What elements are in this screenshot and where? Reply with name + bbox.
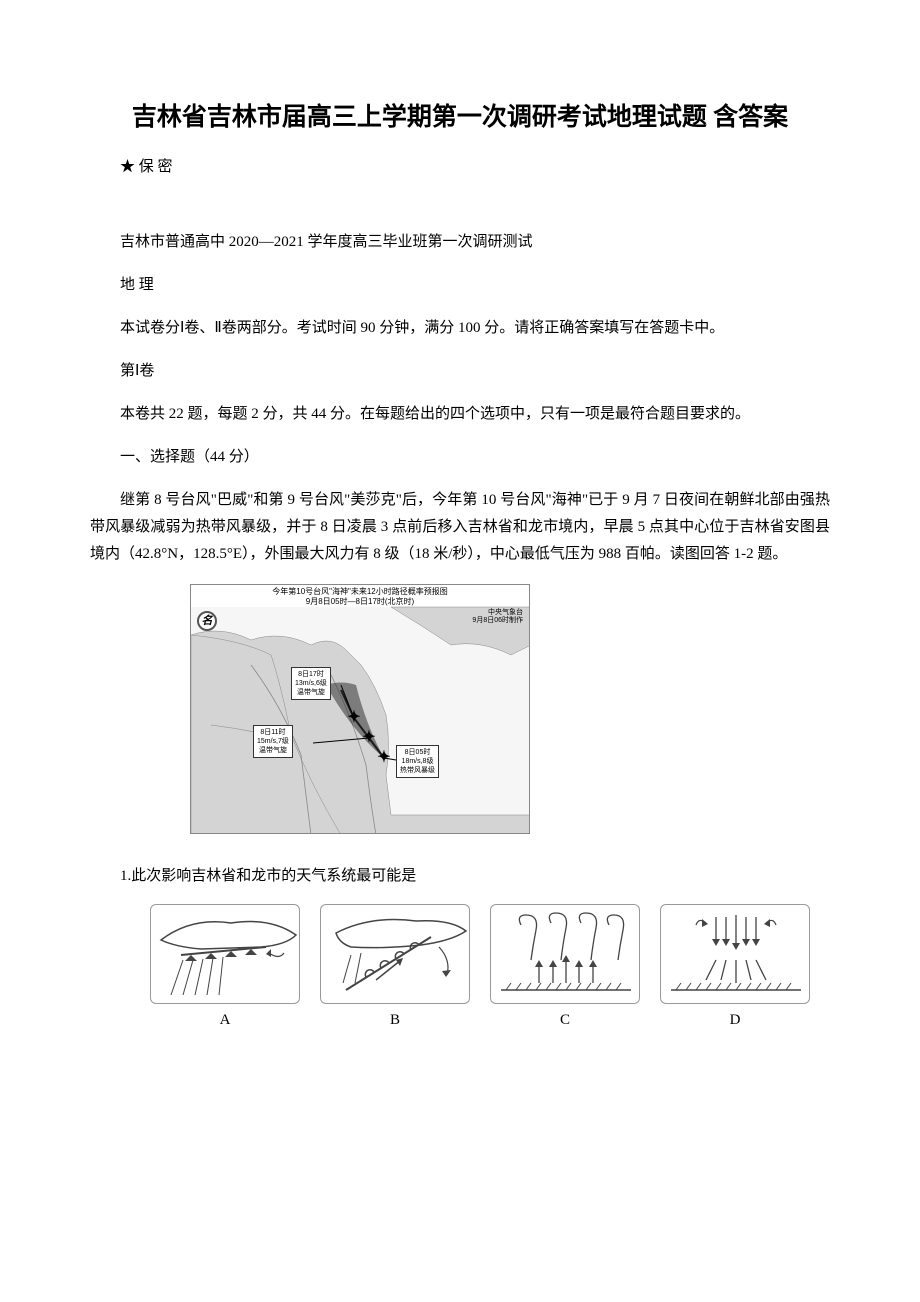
question-1-text: 1.此次影响吉林省和龙市的天气系统最可能是 — [90, 864, 830, 888]
weather-diagram-b — [320, 904, 470, 1004]
callout-line: 8日05时 — [400, 748, 435, 757]
option-label-b: B — [320, 1008, 470, 1032]
callout-line: 13m/s,6级 — [295, 679, 327, 688]
map-logo-icon: 名 — [197, 611, 217, 631]
callout-line: 温带气旋 — [257, 746, 289, 755]
weather-diagram-a — [150, 904, 300, 1004]
option-a: A — [150, 904, 300, 1032]
typhoon-icon: ✦ — [361, 730, 377, 746]
callout-line: 18m/s,8级 — [400, 757, 435, 766]
passage1-text: 继第 8 号台风"巴威"和第 9 号台风"美莎克"后，今年第 10 号台风"海神… — [90, 487, 830, 568]
secret-mark: ★ 保 密 — [90, 155, 830, 179]
document-title: 吉林省吉林市届高三上学期第一次调研考试地理试题 含答案 — [90, 100, 830, 135]
option-d: D — [660, 904, 810, 1032]
typhoon-icon: ✦ — [376, 750, 392, 766]
typhoon-map: 今年第10号台风"海神"未来12小时路径概率预报图 9月8日05时—8日17时(… — [190, 584, 530, 834]
anticyclone-icon — [661, 905, 810, 1004]
callout-05h: 8日05时 18m/s,8级 热带风暴级 — [396, 745, 439, 778]
typhoon-map-container: 今年第10号台风"海神"未来12小时路径概率预报图 9月8日05时—8日17时(… — [190, 584, 530, 834]
question-1-options: A B — [150, 904, 830, 1032]
weather-diagram-d — [660, 904, 810, 1004]
callout-line: 15m/s,7级 — [257, 737, 289, 746]
option-c: C — [490, 904, 640, 1032]
cold-front-icon — [151, 905, 300, 1004]
option-b: B — [320, 904, 470, 1032]
section1-label: 一、选择题（44 分） — [90, 444, 830, 471]
callout-line: 热带风暴级 — [400, 766, 435, 775]
weather-diagram-c — [490, 904, 640, 1004]
subject-line: 地 理 — [90, 272, 830, 299]
option-label-d: D — [660, 1008, 810, 1032]
callout-17h: 8日17时 13m/s,6级 温带气旋 — [291, 667, 331, 700]
warm-front-icon — [321, 905, 470, 1004]
map-meta-time: 9月8日06时制作 — [472, 617, 523, 625]
option-label-c: C — [490, 1008, 640, 1032]
callout-line: 8日11时 — [257, 728, 289, 737]
callout-11h: 8日11时 15m/s,7级 温带气旋 — [253, 725, 293, 758]
part1-label: 第Ⅰ卷 — [90, 358, 830, 385]
map-meta: 中央气象台 9月8日06时制作 — [472, 609, 523, 626]
part1-desc: 本卷共 22 题，每题 2 分，共 44 分。在每题给出的四个选项中，只有一项是… — [90, 401, 830, 428]
callout-line: 8日17时 — [295, 670, 327, 679]
callout-line: 温带气旋 — [295, 688, 327, 697]
option-label-a: A — [150, 1008, 300, 1032]
subtitle-line: 吉林市普通高中 2020—2021 学年度高三毕业班第一次调研测试 — [90, 229, 830, 256]
typhoon-icon: ✦ — [346, 710, 362, 726]
instructions-text: 本试卷分Ⅰ卷、Ⅱ卷两部分。考试时间 90 分钟，满分 100 分。请将正确答案填… — [90, 315, 830, 342]
cyclone-icon — [491, 905, 640, 1004]
